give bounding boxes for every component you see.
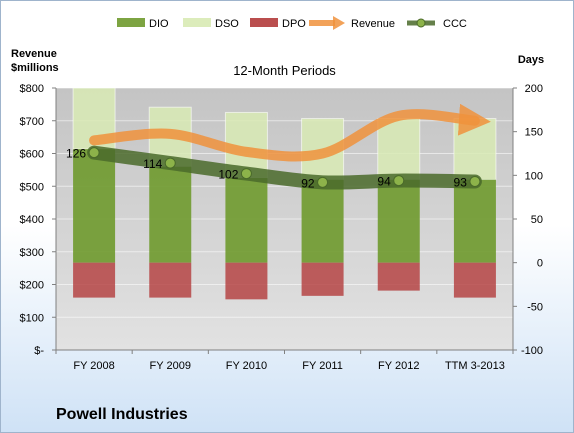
legend-swatch (183, 18, 211, 27)
legend-label: DSO (215, 18, 239, 30)
dio-bar (73, 149, 116, 263)
ccc-data-label: 93 (454, 175, 468, 189)
left-tick-label: $200 (20, 280, 44, 292)
ccc-data-label: 114 (143, 157, 162, 171)
x-tick-label: FY 2009 (150, 360, 191, 372)
x-tick-label: FY 2012 (378, 360, 419, 372)
revenue-line (89, 103, 491, 162)
right-tick-label: 150 (525, 127, 543, 139)
dso-bar (453, 118, 497, 181)
ccc-data-label: 126 (66, 147, 86, 161)
dio-bar (301, 179, 344, 263)
legend-swatch (250, 18, 278, 27)
dpo-bar (73, 262, 116, 298)
ccc-point (393, 175, 405, 187)
legend-item-dio: DIO (117, 18, 169, 30)
legend-label: DIO (149, 18, 169, 30)
dio-bar (377, 179, 420, 263)
left-tick-label: $700 (20, 116, 44, 128)
ccc-point (164, 157, 176, 169)
ccc-point (240, 168, 252, 180)
dpo-bar (453, 262, 496, 298)
right-tick-label: 200 (525, 83, 543, 95)
ccc-data-label: 94 (377, 175, 391, 189)
right-tick-label: -50 (527, 301, 543, 313)
ccc-point (88, 147, 100, 159)
legend-label: Revenue (351, 18, 395, 30)
dio-bar (453, 179, 496, 263)
legend-item-ccc: CCC (407, 18, 467, 30)
x-tick-label: FY 2011 (302, 360, 343, 372)
left-tick-label: $- (34, 345, 44, 357)
ccc-line (87, 145, 482, 190)
dpo-bar (377, 262, 420, 291)
left-tick-label: $400 (20, 214, 44, 226)
dpo-bar (301, 262, 344, 296)
left-tick-label: $500 (20, 181, 44, 193)
right-tick-label: 100 (525, 170, 543, 182)
legend-swatch-marker (416, 18, 426, 28)
ccc-data-label: 92 (301, 176, 315, 190)
ccc-point (469, 175, 481, 187)
right-tick-label: -100 (521, 345, 543, 357)
legend-item-revenue: Revenue (309, 16, 395, 30)
x-tick-label: FY 2010 (226, 360, 267, 372)
legend-item-dpo: DPO (250, 18, 306, 30)
x-tick-label: TTM 3-2013 (445, 360, 505, 372)
x-tick-label: FY 2008 (73, 360, 114, 372)
left-axis-title-line-1: Revenue (11, 48, 57, 60)
left-tick-label: $600 (20, 149, 44, 161)
chart-title: 12-Month Periods (233, 63, 336, 78)
dpo-bar (149, 262, 192, 298)
left-tick-label: $100 (20, 312, 44, 324)
company-name: Powell Industries (56, 406, 188, 423)
right-tick-label: 0 (537, 258, 543, 270)
legend-label: DPO (282, 18, 306, 30)
ccc-data-label: 102 (218, 168, 238, 182)
right-axis-title: Days (518, 54, 544, 66)
dio-bar (149, 166, 192, 263)
left-axis-title-line-2: $millions (11, 62, 59, 74)
legend-swatch (117, 18, 145, 27)
left-tick-label: $800 (20, 83, 44, 95)
left-tick-label: $300 (20, 247, 44, 259)
right-tick-label: 50 (531, 214, 543, 226)
legend-label: CCC (443, 18, 467, 30)
dio-bar (225, 177, 268, 263)
ccc-point (317, 176, 329, 188)
dso-bar (377, 118, 421, 181)
legend-item-dso: DSO (183, 18, 239, 30)
legend-swatch-arrowhead (333, 16, 345, 30)
dpo-bar (225, 262, 268, 300)
